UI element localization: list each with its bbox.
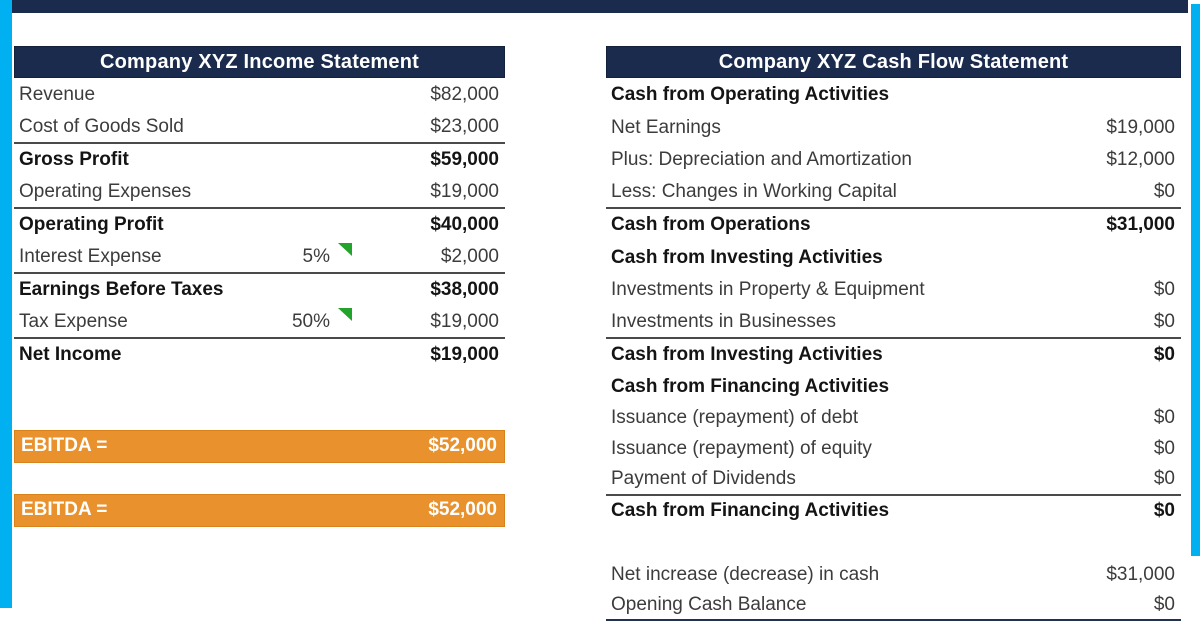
row-label: Operating Expenses [19, 180, 192, 202]
row-label: Cash from Financing Activities [611, 500, 890, 521]
table-row: Interest Expense 5% $2,000 [14, 242, 505, 274]
table-row: Cash from Operations $31,000 [606, 209, 1181, 242]
row-label: Investments in Businesses [611, 310, 836, 332]
left-accent-stripe [0, 0, 12, 608]
row-label: Net Earnings [611, 116, 721, 138]
row-value: $0 [1153, 407, 1175, 428]
table-row: Cash from Investing Activities $0 [606, 339, 1181, 372]
row-label: Earnings Before Taxes [19, 279, 224, 301]
row-label: Operating Profit [19, 214, 164, 236]
table-row: Operating Profit $40,000 [14, 209, 505, 242]
income-statement-title: Company XYZ Income Statement [100, 50, 419, 73]
row-percent: 50% [291, 310, 330, 332]
row-label: Net increase (decrease) in cash [611, 564, 880, 585]
table-row: Investments in Property & Equipment $0 [606, 274, 1181, 307]
section-row: Cash from Operating Activities [606, 79, 1181, 112]
row-label: Less: Changes in Working Capital [611, 180, 897, 202]
table-row: Cost of Goods Sold $23,000 [14, 112, 505, 144]
table-row: Net increase (decrease) in cash $31,000 [606, 560, 1181, 591]
ebitda-bar: EBITDA = $52,000 [14, 493, 505, 527]
row-label: Interest Expense [19, 245, 162, 267]
row-label: Investments in Property & Equipment [611, 279, 925, 301]
row-label: Opening Cash Balance [611, 593, 807, 615]
section-row: Cash from Financing Activities [606, 372, 1181, 403]
row-value: $0 [1153, 279, 1175, 301]
table-row: Issuance (repayment) of equity $0 [606, 434, 1181, 465]
cash-flow-statement-title: Company XYZ Cash Flow Statement [718, 50, 1069, 73]
row-value: $19,000 [430, 310, 499, 332]
row-value: $38,000 [430, 279, 499, 301]
row-label: Issuance (repayment) of equity [611, 438, 872, 459]
ebitda-bar: EBITDA = $52,000 [14, 429, 505, 463]
ebitda-value: $52,000 [428, 435, 497, 456]
row-label: Plus: Depreciation and Amortization [611, 149, 912, 171]
row-value: $0 [1153, 310, 1175, 332]
row-label: Cash from Financing Activities [611, 376, 890, 397]
table-row: Operating Expenses $19,000 [14, 177, 505, 209]
row-label: Cash from Operations [611, 214, 811, 236]
row-value: $12,000 [1106, 149, 1175, 171]
table-row: Plus: Depreciation and Amortization $12,… [606, 144, 1181, 177]
row-label: Tax Expense [19, 310, 128, 332]
income-statement-header: Company XYZ Income Statement [14, 46, 505, 78]
table-row: Revenue $82,000 [14, 79, 505, 112]
row-value: $0 [1153, 344, 1175, 366]
cash-flow-statement-header: Company XYZ Cash Flow Statement [606, 46, 1181, 78]
right-accent-stripe [1191, 4, 1200, 556]
row-value: $0 [1153, 500, 1175, 521]
row-value: $23,000 [430, 115, 499, 137]
table-spacer [606, 527, 1181, 560]
table-row: Net Income $19,000 [14, 339, 505, 372]
table-row: Opening Cash Balance $0 [606, 591, 1181, 621]
row-label: Cash from Investing Activities [611, 344, 883, 366]
row-label: Payment of Dividends [611, 468, 796, 489]
row-value: $0 [1153, 180, 1175, 202]
row-value: $59,000 [430, 149, 499, 171]
row-value: $0 [1153, 468, 1175, 489]
row-label: Revenue [19, 84, 96, 106]
row-percent: 5% [302, 245, 330, 267]
row-label: Cash from Investing Activities [611, 246, 883, 268]
cash-flow-statement-table: Company XYZ Cash Flow Statement Cash fro… [606, 46, 1181, 621]
ebitda-value: $52,000 [428, 499, 497, 520]
row-label: Cost of Goods Sold [19, 115, 184, 137]
top-accent-bar [12, 0, 1188, 13]
row-value: $2,000 [440, 245, 499, 267]
row-value: $19,000 [1106, 116, 1175, 138]
table-row: Earnings Before Taxes $38,000 [14, 274, 505, 307]
green-corner-flag-icon [338, 307, 352, 321]
row-value: $19,000 [430, 180, 499, 202]
table-row: Payment of Dividends $0 [606, 465, 1181, 496]
row-value: $19,000 [430, 344, 499, 366]
table-row: Cash from Financing Activities $0 [606, 496, 1181, 527]
table-row: Net Earnings $19,000 [606, 112, 1181, 145]
ebitda-label: EBITDA = [21, 435, 108, 456]
row-label: Cash from Operating Activities [611, 84, 890, 106]
green-corner-flag-icon [338, 242, 352, 256]
ebitda-label: EBITDA = [21, 499, 108, 520]
row-value: $82,000 [430, 84, 499, 106]
table-row: Gross Profit $59,000 [14, 144, 505, 177]
income-statement-table: Company XYZ Income Statement Revenue $82… [14, 46, 505, 527]
table-row: Issuance (repayment) of debt $0 [606, 403, 1181, 434]
row-label: Gross Profit [19, 149, 129, 171]
row-label: Issuance (repayment) of debt [611, 407, 859, 428]
table-row: Investments in Businesses $0 [606, 307, 1181, 339]
row-value: $40,000 [430, 214, 499, 236]
row-label: Net Income [19, 344, 122, 366]
table-row: Less: Changes in Working Capital $0 [606, 177, 1181, 209]
section-row: Cash from Investing Activities [606, 242, 1181, 275]
table-row: Tax Expense 50% $19,000 [14, 307, 505, 339]
row-value: $31,000 [1106, 214, 1175, 236]
row-value: $31,000 [1106, 564, 1175, 585]
row-value: $0 [1153, 593, 1175, 615]
row-value: $0 [1153, 438, 1175, 459]
